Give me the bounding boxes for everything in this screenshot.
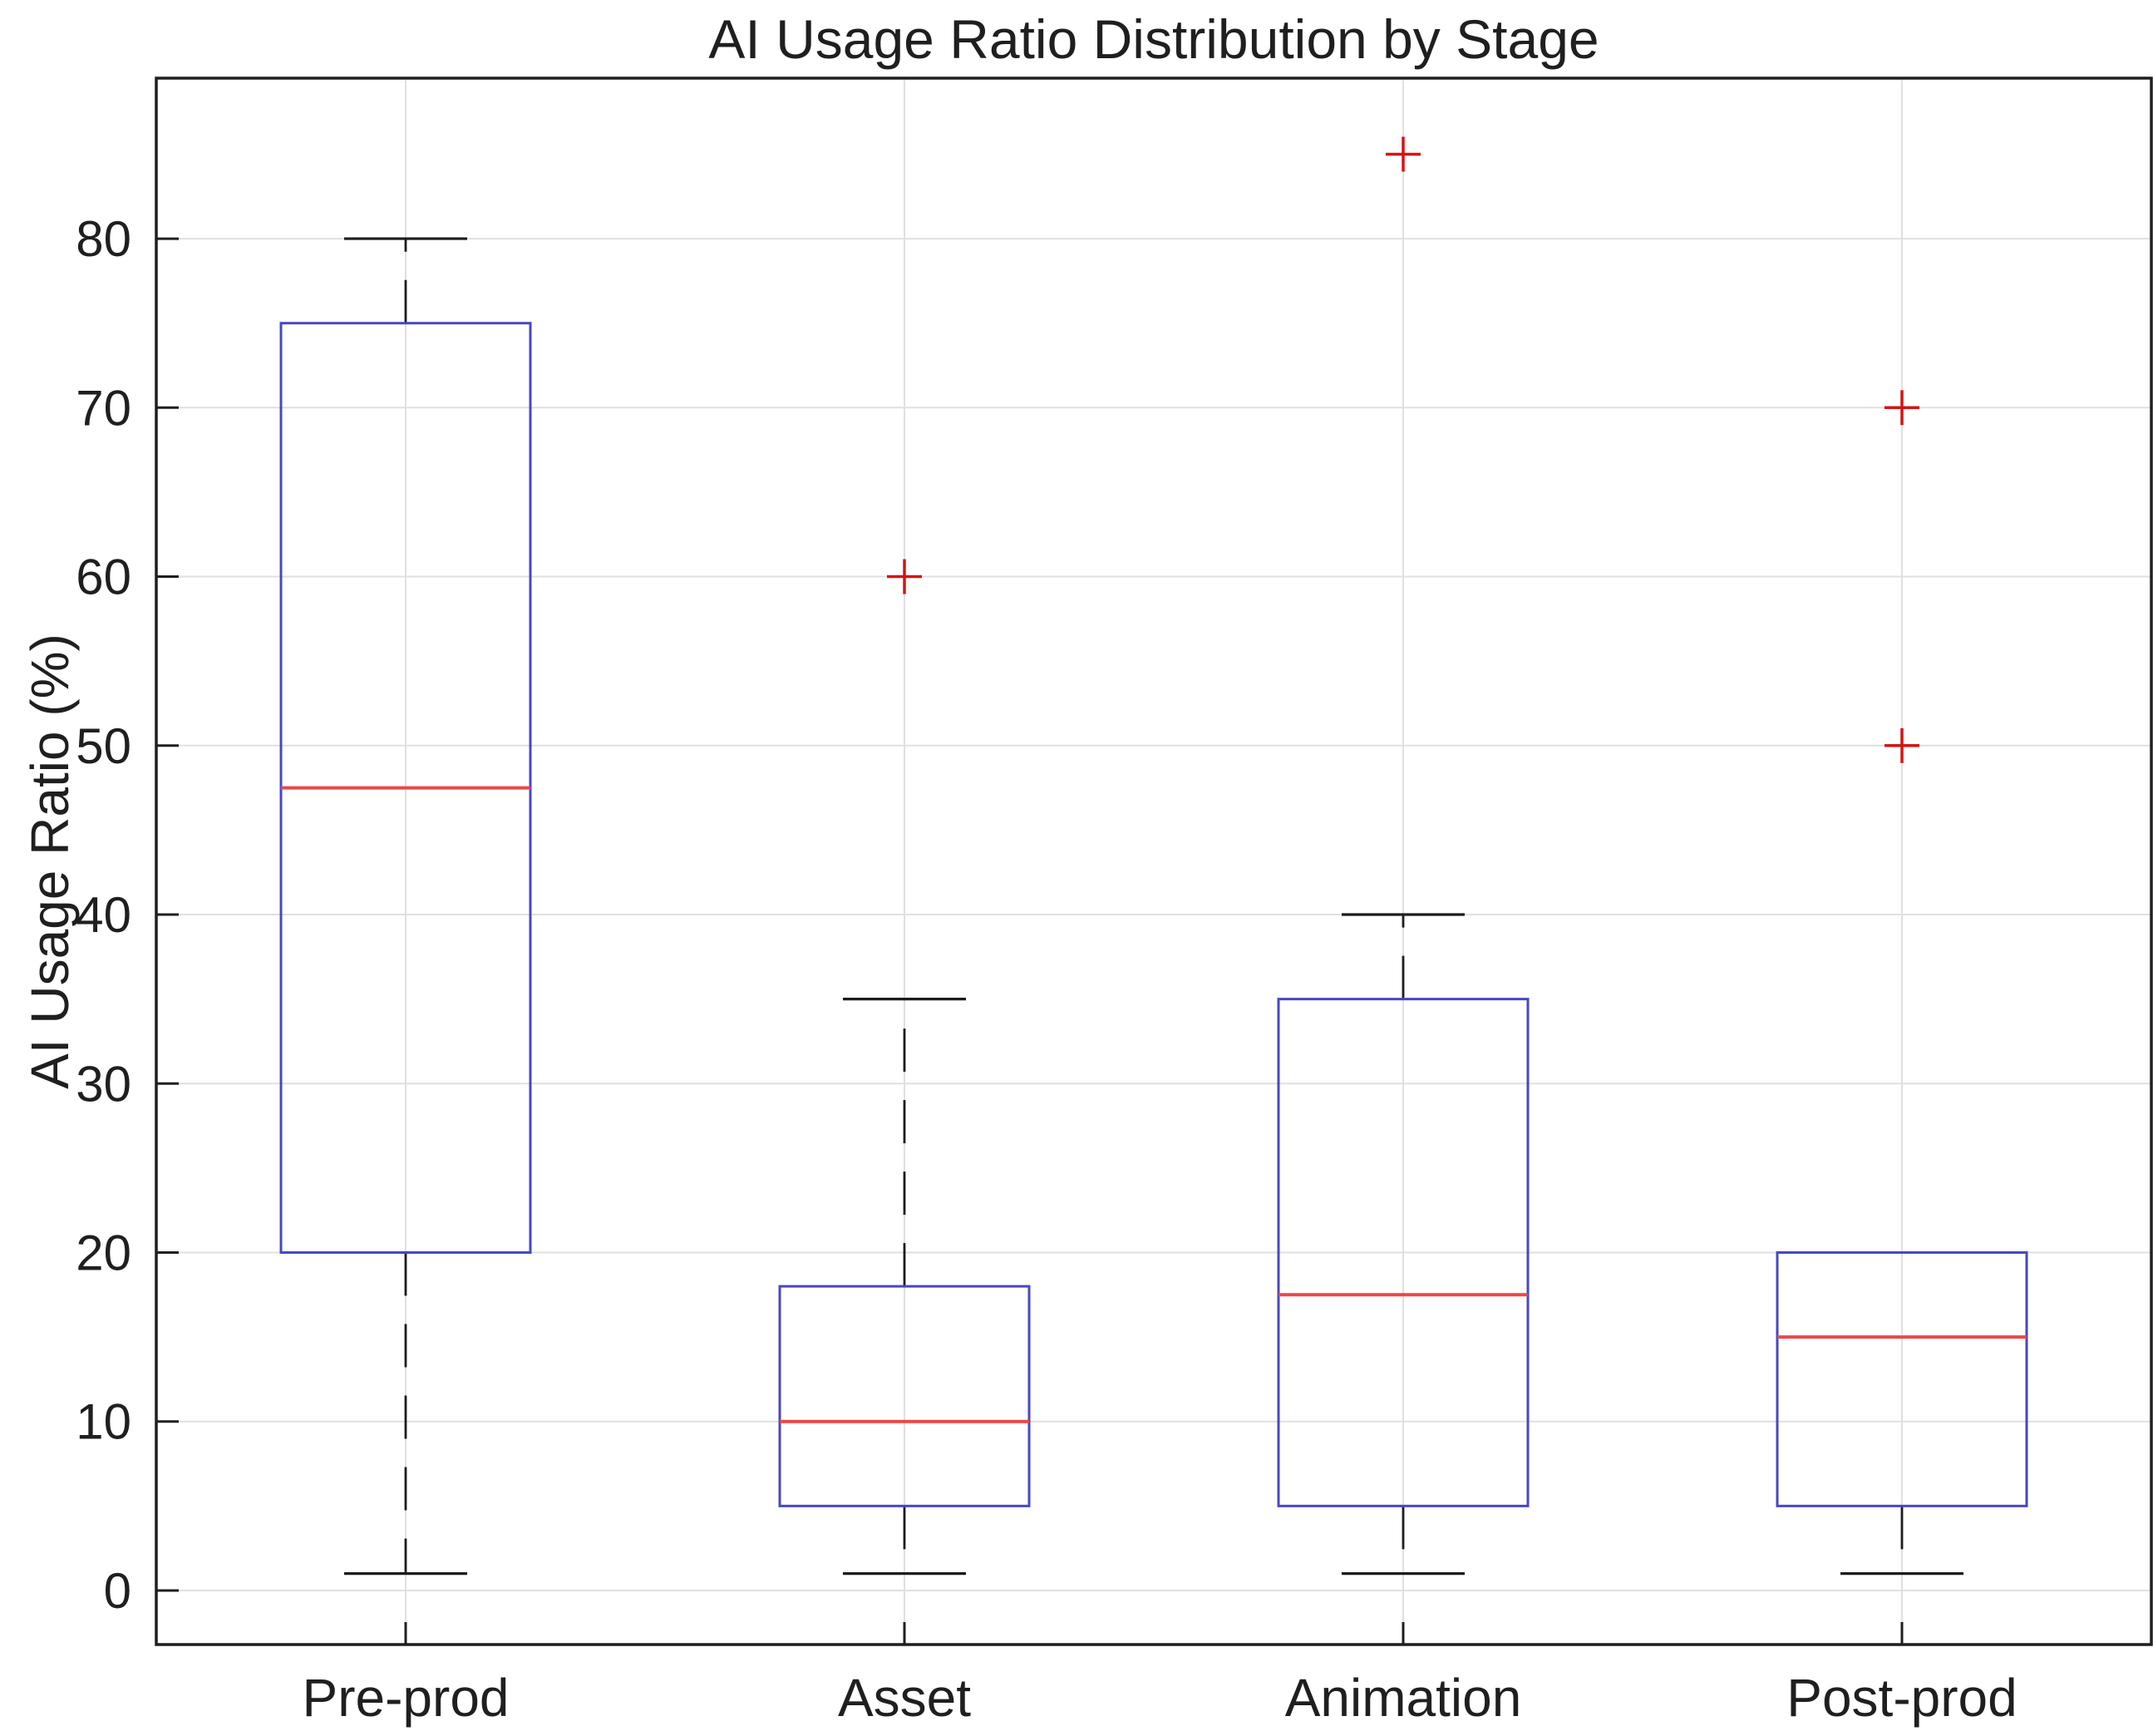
label-layer: 0 10 20 30 40 50 60 70 80 Pre-prod Asset Animation P… [76,211,2017,1728]
y-tick-label: 30 [76,1056,131,1112]
y-tick-label: 0 [104,1563,131,1619]
grid-layer [156,78,2151,1645]
box-group-pre-prod [279,237,532,1576]
y-axis-label: AI Usage Ratio (%) [20,634,80,1089]
x-tick-label: Post-prod [1786,1668,2017,1728]
y-tick-label: 80 [76,211,131,267]
y-tick-label: 40 [76,887,131,943]
y-tick-label: 60 [76,550,131,605]
x-tick-label: Animation [1285,1668,1522,1728]
x-tick-label: Asset [838,1668,971,1728]
outlier-marker [1386,136,1421,172]
iqr-box [1776,1250,2028,1507]
y-tick-label: 10 [76,1394,131,1450]
plot-border [155,76,2153,1646]
box-group-asset [778,559,1031,1576]
iqr-box [1277,998,1530,1507]
iqr-box [778,1285,1031,1507]
box-group-post-prod [1776,390,2028,1576]
box-group-animation [1277,136,1530,1576]
axis-layer [155,76,2153,1646]
chart-title: AI Usage Ratio Distribution by Stage [708,8,1599,70]
outlier-marker [1884,390,1919,426]
y-tick-label: 20 [76,1225,131,1280]
x-tick-label: Pre-prod [303,1668,510,1728]
box-layer [279,136,2028,1576]
y-tick-label: 70 [76,380,131,436]
outlier-marker [887,559,922,594]
y-tick-label: 50 [76,718,131,774]
outlier-marker [1884,727,1919,763]
